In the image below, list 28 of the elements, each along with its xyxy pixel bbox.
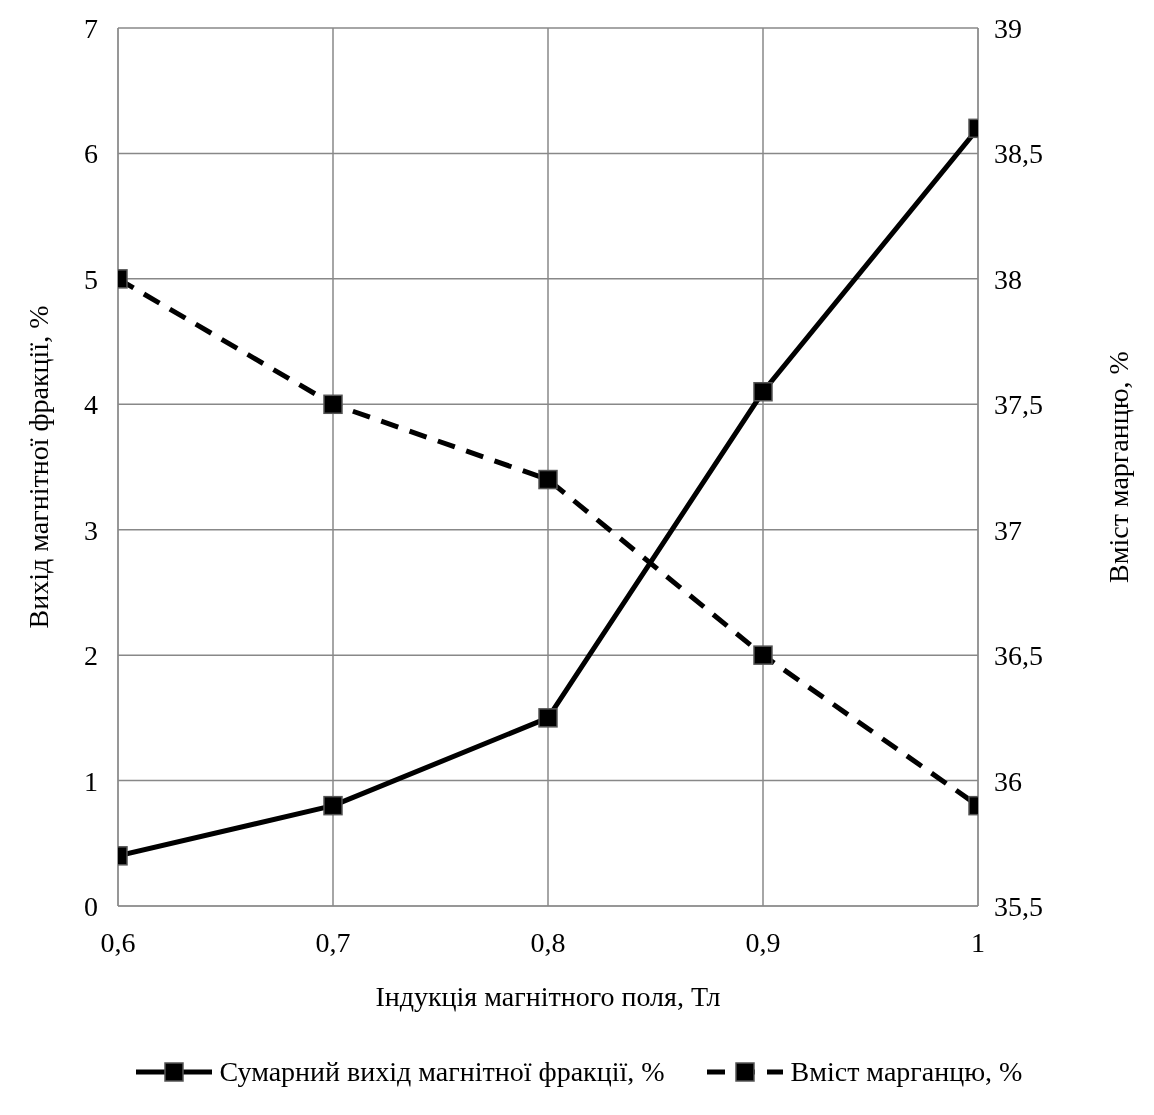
y2-tick-label: 39 bbox=[994, 12, 1022, 44]
y-tick-label: 2 bbox=[84, 640, 98, 672]
x-tick-label: 0,6 bbox=[100, 926, 136, 958]
y2-tick-label: 37 bbox=[994, 514, 1022, 546]
y2-tick-label: 36,5 bbox=[994, 640, 1043, 672]
point bbox=[538, 469, 558, 490]
y2-tick-label: 35,5 bbox=[994, 890, 1043, 922]
y-tick-label: 7 bbox=[84, 12, 98, 44]
y2-axis-title: Вміст марганцю, % bbox=[1102, 351, 1134, 583]
y-tick-label: 6 bbox=[84, 138, 98, 170]
x-tick-label: 1 bbox=[971, 926, 985, 958]
y2-tick-label: 37,5 bbox=[994, 389, 1043, 421]
y-tick-label: 5 bbox=[84, 263, 98, 295]
y-tick-label: 1 bbox=[84, 765, 98, 797]
y2-tick-label: 38 bbox=[994, 263, 1022, 295]
y-tick-label: 0 bbox=[84, 890, 98, 922]
y-axis-title: Вихід магнітної фракції, % bbox=[22, 305, 54, 629]
x-axis-title: Індукція магнітного поля, Тл bbox=[375, 981, 721, 1012]
x-tick-label: 0,9 bbox=[745, 926, 781, 958]
point bbox=[538, 708, 558, 728]
y-tick-label: 4 bbox=[84, 389, 98, 421]
x-tick-label: 0,8 bbox=[530, 926, 566, 958]
y2-tick-label: 38,5 bbox=[994, 138, 1043, 170]
y2-tick-label: 36 bbox=[994, 765, 1022, 797]
x-tick-label: 0,7 bbox=[315, 926, 351, 958]
legend-label: Сумарний вихід магнітної фракції, % bbox=[219, 1056, 665, 1088]
legend-label: Вміст марганцю, % bbox=[790, 1056, 1023, 1088]
y-tick-label: 3 bbox=[84, 514, 98, 546]
